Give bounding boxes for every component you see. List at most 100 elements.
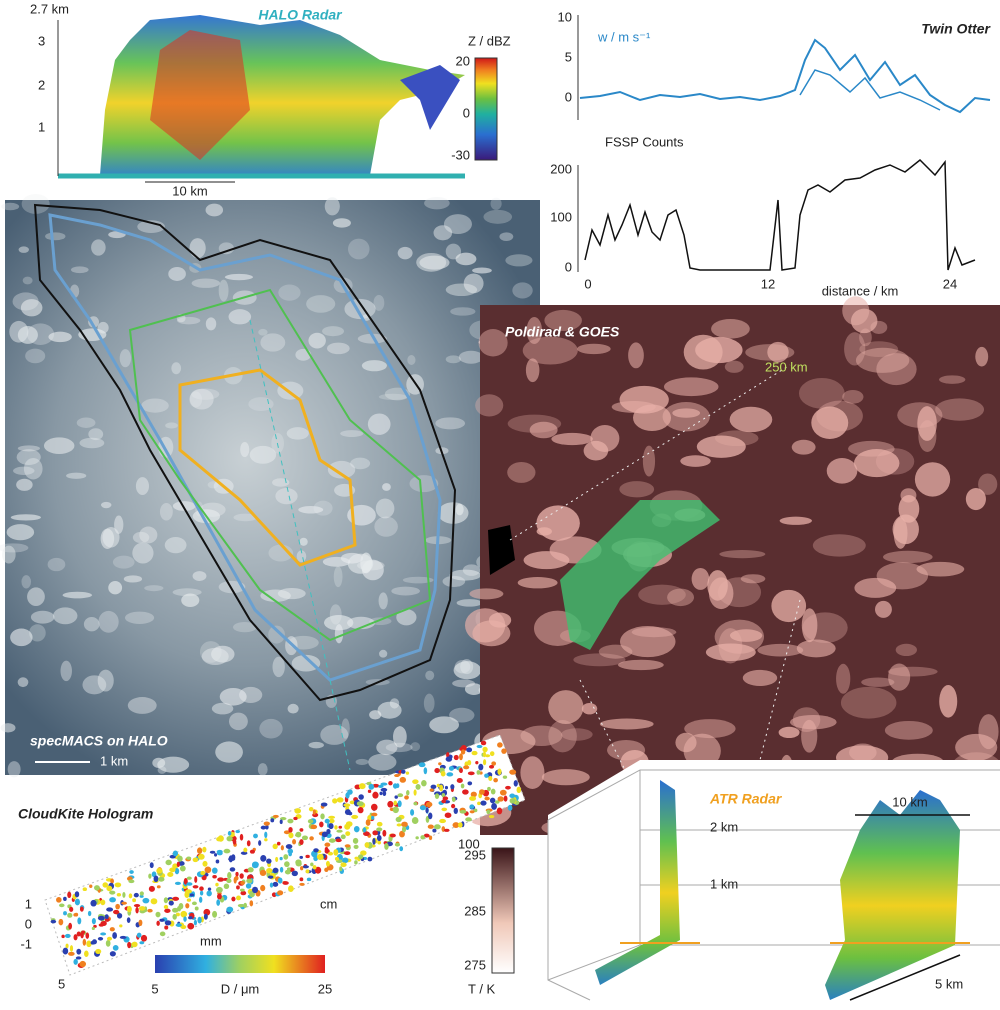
texture	[299, 882, 305, 886]
texture	[122, 891, 126, 898]
y-tick-label: 5	[565, 49, 572, 64]
texture	[157, 756, 190, 773]
texture	[16, 478, 33, 491]
texture	[443, 828, 450, 832]
texture	[724, 360, 744, 373]
texture	[288, 832, 294, 839]
texture	[13, 466, 35, 475]
texture	[200, 870, 206, 876]
texture	[110, 878, 114, 884]
texture	[360, 850, 367, 856]
texture	[277, 890, 284, 896]
texture	[90, 899, 97, 907]
radar-core	[150, 30, 250, 160]
texture	[164, 925, 169, 930]
texture	[1, 202, 20, 211]
texture	[280, 817, 287, 821]
texture	[469, 796, 477, 801]
texture	[270, 818, 275, 823]
texture	[334, 825, 338, 830]
texture	[367, 789, 372, 793]
texture	[425, 807, 429, 814]
texture	[460, 749, 466, 755]
texture	[397, 800, 402, 808]
texture	[189, 391, 203, 408]
texture	[116, 892, 122, 897]
texture	[373, 294, 385, 311]
texture	[283, 854, 289, 860]
texture	[266, 858, 272, 864]
specmacs-panel: specMACS on HALO 1 km	[0, 193, 542, 778]
texture	[494, 800, 500, 804]
texture	[376, 739, 398, 756]
texture	[119, 924, 123, 928]
texture	[440, 771, 446, 777]
texture	[248, 397, 274, 411]
contour	[178, 368, 357, 567]
texture	[156, 867, 163, 874]
w-trace	[579, 38, 991, 114]
texture	[448, 766, 454, 771]
texture	[172, 907, 179, 913]
panel-title: ATR Radar	[709, 791, 783, 807]
texture	[497, 742, 503, 748]
texture	[893, 517, 908, 549]
texture	[310, 862, 314, 867]
texture	[288, 885, 294, 892]
texture	[849, 743, 877, 762]
texture	[69, 906, 74, 912]
texture	[453, 754, 459, 761]
colorbar-tick: 0	[463, 105, 470, 120]
texture	[343, 803, 351, 807]
texture	[368, 753, 397, 771]
texture	[199, 641, 222, 663]
texture	[812, 534, 866, 557]
texture	[446, 772, 454, 777]
texture	[489, 751, 495, 757]
radar-echo	[595, 780, 680, 985]
texture	[321, 831, 328, 838]
texture	[253, 833, 258, 839]
texture	[0, 723, 16, 733]
texture	[189, 388, 214, 410]
texture	[229, 867, 236, 872]
texture	[74, 898, 80, 906]
texture	[203, 913, 208, 920]
texture	[308, 807, 314, 812]
texture	[74, 912, 79, 917]
texture	[268, 625, 285, 644]
flight-track	[249, 319, 351, 771]
texture	[194, 906, 199, 911]
texture	[119, 349, 132, 368]
texture	[112, 932, 118, 939]
texture	[379, 791, 383, 796]
x-axis-label: distance / km	[822, 283, 899, 298]
texture	[163, 904, 169, 909]
texture	[729, 629, 763, 642]
texture	[296, 550, 307, 563]
texture	[176, 861, 180, 867]
texture	[329, 604, 342, 625]
colorbar-label: Z / dBZ	[468, 33, 511, 48]
texture	[356, 801, 364, 807]
texture	[471, 750, 478, 756]
texture	[451, 796, 456, 802]
texture	[463, 765, 470, 770]
texture	[429, 716, 460, 734]
texture	[413, 801, 418, 806]
texture	[326, 828, 331, 835]
texture	[305, 854, 310, 859]
scale-label: 10 km	[172, 183, 207, 198]
texture	[449, 569, 482, 581]
texture	[475, 760, 479, 765]
texture	[327, 460, 356, 479]
texture	[204, 866, 212, 874]
texture	[217, 893, 222, 900]
texture	[148, 873, 152, 879]
texture	[243, 847, 248, 853]
texture	[344, 809, 351, 815]
outline	[48, 213, 442, 682]
texture	[29, 624, 46, 642]
texture	[413, 789, 417, 796]
